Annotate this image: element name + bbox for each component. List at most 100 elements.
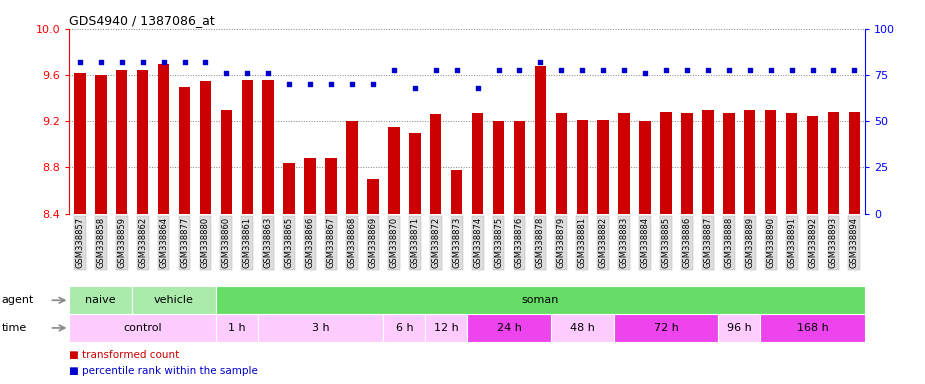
Point <box>470 85 485 91</box>
Text: GSM338883: GSM338883 <box>620 217 629 268</box>
Bar <box>472 113 484 214</box>
Text: GSM338863: GSM338863 <box>264 217 273 268</box>
Text: 6 h: 6 h <box>396 323 413 333</box>
Text: GSM338876: GSM338876 <box>515 217 524 268</box>
Bar <box>283 163 295 214</box>
Text: GSM338874: GSM338874 <box>473 217 482 268</box>
Point <box>365 81 380 88</box>
Bar <box>69 286 132 314</box>
Bar <box>409 133 421 214</box>
Point <box>659 67 673 73</box>
Point <box>177 59 191 65</box>
Text: GSM338871: GSM338871 <box>411 217 419 268</box>
Bar <box>765 110 776 214</box>
Text: GSM338864: GSM338864 <box>159 217 168 268</box>
Text: GSM338886: GSM338886 <box>683 217 691 268</box>
Bar <box>744 110 756 214</box>
Point <box>512 67 527 73</box>
Point <box>826 67 841 73</box>
Text: GSM338888: GSM338888 <box>724 217 734 268</box>
Text: 24 h: 24 h <box>497 323 522 333</box>
Bar <box>383 314 426 342</box>
Bar <box>681 113 693 214</box>
Text: GSM338882: GSM338882 <box>598 217 608 268</box>
Text: GSM338859: GSM338859 <box>117 217 126 268</box>
Text: ■ percentile rank within the sample: ■ percentile rank within the sample <box>69 366 258 376</box>
Point <box>115 59 130 65</box>
Text: time: time <box>2 323 27 333</box>
Text: GSM338891: GSM338891 <box>787 217 796 268</box>
Bar <box>556 113 567 214</box>
Text: 48 h: 48 h <box>570 323 595 333</box>
Bar <box>807 116 819 214</box>
Bar <box>513 121 525 214</box>
Text: GSM338893: GSM338893 <box>829 217 838 268</box>
Bar <box>598 120 609 214</box>
Text: GSM338858: GSM338858 <box>96 217 105 268</box>
Bar <box>179 87 191 214</box>
Bar <box>551 314 613 342</box>
Text: GSM338862: GSM338862 <box>138 217 147 268</box>
Bar <box>69 314 216 342</box>
Bar <box>702 110 713 214</box>
Point <box>450 67 464 73</box>
Bar <box>719 314 760 342</box>
Point <box>72 59 87 65</box>
Text: GSM338869: GSM338869 <box>368 217 377 268</box>
Bar <box>95 75 106 214</box>
Text: vehicle: vehicle <box>154 295 194 305</box>
Bar <box>723 113 734 214</box>
Text: GSM338890: GSM338890 <box>766 217 775 268</box>
Text: GSM338880: GSM338880 <box>201 217 210 268</box>
Text: GSM338873: GSM338873 <box>452 217 462 268</box>
Point <box>324 81 339 88</box>
Point <box>722 67 736 73</box>
Text: GSM338885: GSM338885 <box>661 217 671 268</box>
Text: GSM338887: GSM338887 <box>703 217 712 268</box>
Bar <box>221 110 232 214</box>
Point <box>554 67 569 73</box>
Text: GSM338881: GSM338881 <box>578 217 586 268</box>
Text: GDS4940 / 1387086_at: GDS4940 / 1387086_at <box>69 14 216 27</box>
Text: ■ transformed count: ■ transformed count <box>69 350 179 360</box>
Text: GSM338878: GSM338878 <box>536 217 545 268</box>
Text: 72 h: 72 h <box>654 323 678 333</box>
Bar <box>200 81 211 214</box>
Bar <box>158 64 169 214</box>
Text: 3 h: 3 h <box>312 323 329 333</box>
Bar <box>258 314 383 342</box>
Text: GSM338877: GSM338877 <box>180 217 189 268</box>
Bar <box>828 112 839 214</box>
Point <box>574 67 589 73</box>
Point <box>784 67 799 73</box>
Point <box>743 67 758 73</box>
Bar <box>216 286 865 314</box>
Bar <box>613 314 719 342</box>
Text: 96 h: 96 h <box>727 323 752 333</box>
Text: naive: naive <box>85 295 117 305</box>
Text: GSM338894: GSM338894 <box>850 217 859 268</box>
Point <box>302 81 317 88</box>
Bar <box>216 314 258 342</box>
Bar <box>639 121 651 214</box>
Point <box>680 67 695 73</box>
Point <box>219 70 234 76</box>
Text: soman: soman <box>522 295 559 305</box>
Bar <box>241 80 253 214</box>
Bar <box>326 158 337 214</box>
Bar <box>430 114 441 214</box>
Point <box>261 70 276 76</box>
Bar <box>535 66 546 214</box>
Text: 1 h: 1 h <box>228 323 246 333</box>
Point <box>700 67 715 73</box>
Text: GSM338860: GSM338860 <box>222 217 231 268</box>
Text: agent: agent <box>2 295 34 305</box>
Point <box>428 67 443 73</box>
Bar <box>467 314 551 342</box>
Text: GSM338868: GSM338868 <box>348 217 356 268</box>
Text: GSM338861: GSM338861 <box>243 217 252 268</box>
Bar <box>619 113 630 214</box>
Point <box>491 67 506 73</box>
Text: control: control <box>123 323 162 333</box>
Point <box>533 59 548 65</box>
